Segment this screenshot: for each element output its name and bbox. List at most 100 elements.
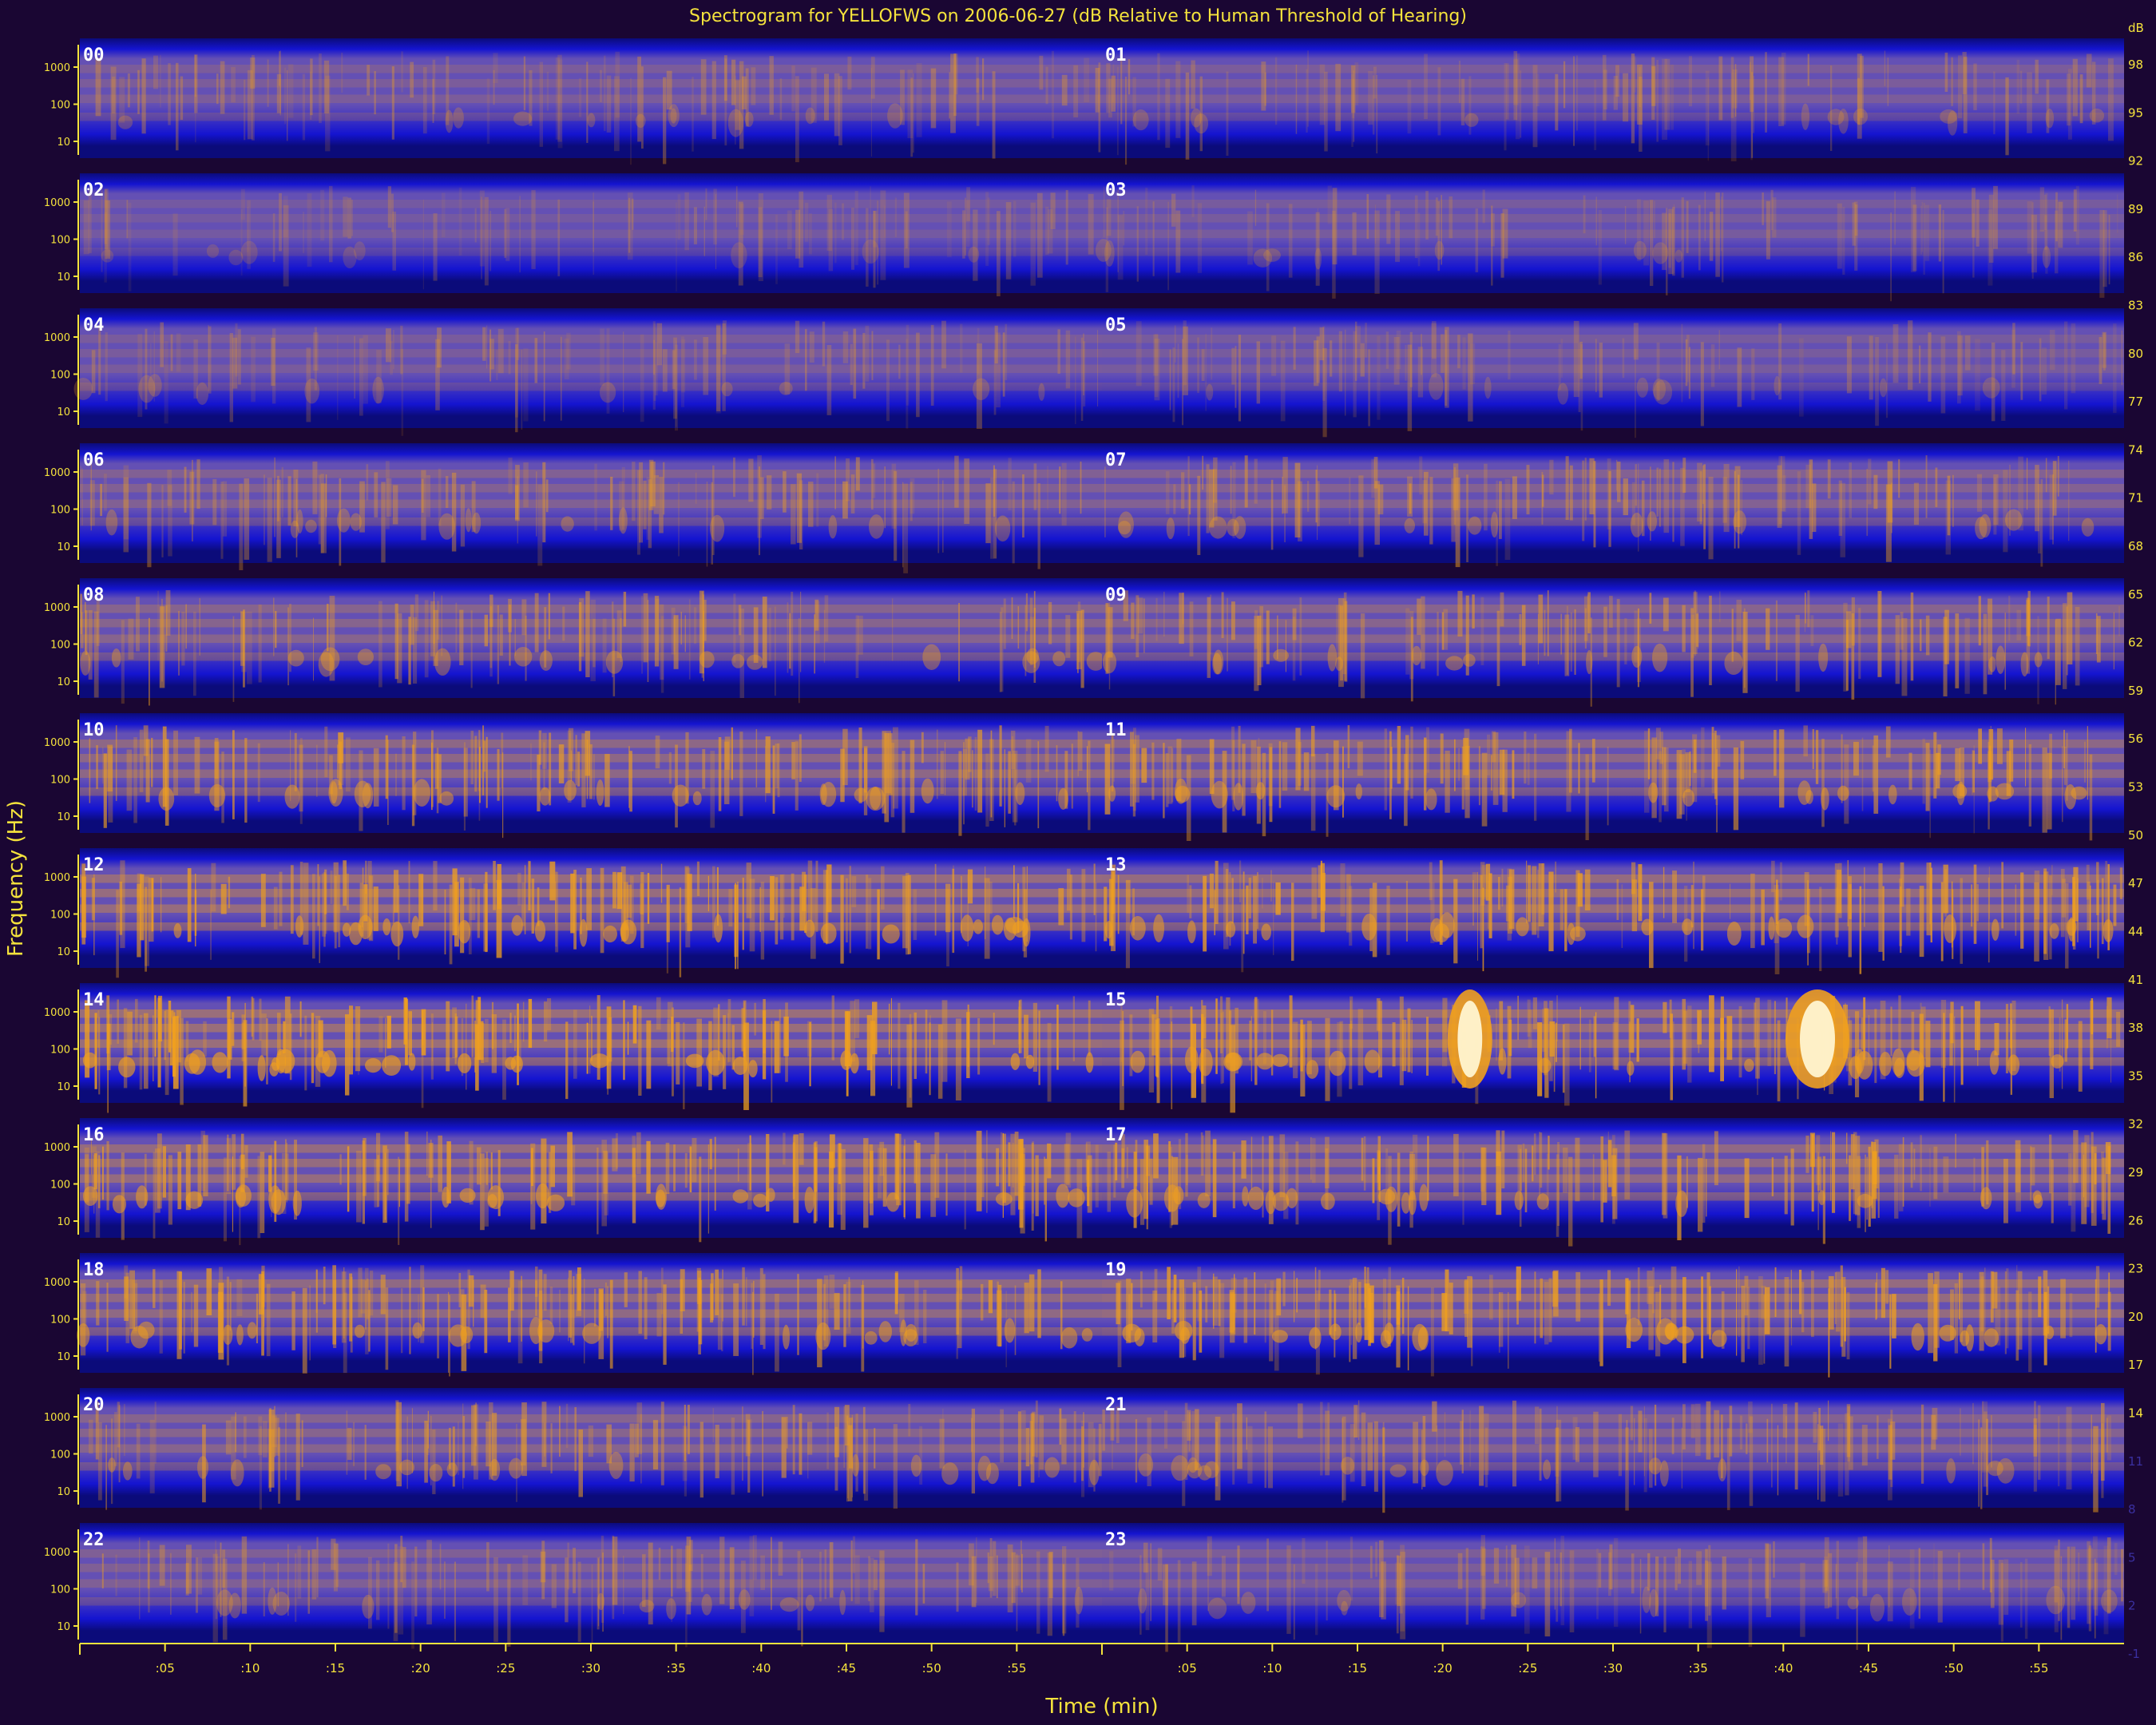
energy-streak bbox=[1310, 754, 1316, 831]
energy-streak bbox=[220, 482, 224, 559]
energy-streak bbox=[1024, 1283, 1029, 1334]
energy-blob bbox=[1805, 790, 1813, 804]
energy-stripe bbox=[1102, 113, 2124, 121]
energy-streak bbox=[324, 874, 327, 934]
y-tick-label: 100 bbox=[50, 1315, 70, 1326]
energy-streak bbox=[1173, 1275, 1177, 1322]
energy-streak bbox=[284, 67, 286, 125]
energy-streak bbox=[967, 869, 973, 904]
energy-streak bbox=[1061, 1418, 1067, 1465]
energy-streak bbox=[1730, 73, 1737, 161]
energy-streak bbox=[855, 457, 860, 491]
energy-stripe bbox=[80, 364, 1102, 373]
energy-streak bbox=[1030, 202, 1036, 286]
energy-streak bbox=[1842, 207, 1845, 275]
energy-streak bbox=[1327, 1402, 1330, 1459]
energy-streak bbox=[1952, 474, 1954, 527]
energy-streak bbox=[678, 482, 680, 557]
energy-streak bbox=[1609, 596, 1613, 628]
energy-streak bbox=[1435, 197, 1438, 236]
energy-streak bbox=[1811, 1134, 1814, 1212]
energy-streak bbox=[1892, 1294, 1896, 1338]
energy-streak bbox=[2004, 1271, 2007, 1354]
energy-streak bbox=[1991, 1415, 1992, 1468]
energy-streak bbox=[1210, 594, 1212, 655]
energy-blob bbox=[596, 779, 604, 806]
energy-streak bbox=[1343, 592, 1347, 681]
energy-streak bbox=[1569, 465, 1573, 521]
energy-streak bbox=[1022, 1148, 1025, 1186]
energy-streak bbox=[418, 874, 424, 926]
energy-streak bbox=[104, 212, 107, 283]
energy-streak bbox=[1212, 1139, 1217, 1218]
energy-streak bbox=[1538, 863, 1544, 926]
energy-streak bbox=[1618, 1414, 1622, 1477]
energy-streak bbox=[1113, 1144, 1116, 1198]
energy-stripe bbox=[1102, 1024, 2124, 1033]
energy-streak bbox=[1197, 475, 1201, 555]
energy-blob bbox=[2049, 923, 2059, 939]
energy-streak bbox=[1739, 1415, 1743, 1450]
energy-streak bbox=[680, 1269, 685, 1311]
energy-streak bbox=[1205, 1286, 1208, 1322]
energy-streak bbox=[261, 1013, 267, 1056]
energy-streak bbox=[1720, 1017, 1724, 1081]
energy-streak bbox=[2064, 1019, 2067, 1062]
energy-streak bbox=[541, 1402, 547, 1467]
energy-streak bbox=[1117, 189, 1119, 272]
energy-blob bbox=[1420, 1459, 1429, 1477]
energy-streak bbox=[1104, 466, 1106, 537]
energy-blob bbox=[1256, 1053, 1274, 1070]
energy-streak bbox=[386, 478, 392, 517]
energy-streak bbox=[593, 754, 595, 800]
energy-streak bbox=[2054, 1550, 2059, 1603]
energy-streak bbox=[1492, 731, 1496, 763]
energy-streak bbox=[1863, 997, 1866, 1061]
energy-blob bbox=[732, 1189, 749, 1204]
energy-streak bbox=[102, 747, 104, 784]
energy-streak bbox=[1098, 62, 1101, 153]
energy-streak bbox=[455, 602, 458, 653]
energy-streak bbox=[1080, 609, 1084, 688]
energy-streak bbox=[1617, 462, 1621, 502]
energy-streak bbox=[299, 862, 303, 935]
x-tick-label: :25 bbox=[1518, 1661, 1537, 1675]
energy-streak bbox=[438, 754, 442, 803]
energy-streak bbox=[541, 1138, 547, 1223]
energy-streak bbox=[180, 1017, 184, 1105]
energy-streak bbox=[1453, 463, 1459, 510]
energy-streak bbox=[1353, 1405, 1358, 1438]
energy-streak bbox=[1541, 863, 1545, 915]
energy-blob bbox=[1355, 783, 1363, 800]
energy-streak bbox=[783, 471, 787, 513]
energy-streak bbox=[1431, 323, 1437, 378]
energy-streak bbox=[1815, 730, 1819, 784]
energy-streak bbox=[1943, 864, 1948, 914]
energy-streak bbox=[544, 607, 547, 668]
energy-streak bbox=[1898, 995, 1901, 1049]
energy-streak bbox=[164, 341, 168, 424]
energy-streak bbox=[1472, 872, 1477, 912]
energy-streak bbox=[1761, 889, 1765, 946]
energy-blob bbox=[866, 787, 886, 811]
energy-streak bbox=[729, 1547, 735, 1609]
energy-streak bbox=[698, 1280, 703, 1345]
energy-streak bbox=[1850, 1134, 1855, 1190]
energy-streak bbox=[257, 743, 260, 803]
energy-blob bbox=[1010, 1053, 1021, 1071]
energy-streak bbox=[538, 1269, 543, 1351]
energy-streak bbox=[909, 1013, 912, 1098]
energy-streak bbox=[215, 1549, 218, 1620]
energy-streak bbox=[2015, 1140, 2021, 1193]
energy-streak bbox=[376, 350, 382, 403]
energy-blob bbox=[514, 647, 533, 667]
hour-panel-band bbox=[80, 38, 1102, 158]
energy-streak bbox=[2094, 1152, 2097, 1185]
energy-streak bbox=[2017, 1271, 2023, 1350]
energy-streak bbox=[713, 188, 717, 245]
energy-streak bbox=[574, 1407, 577, 1472]
energy-blob bbox=[1199, 1048, 1213, 1077]
energy-blob bbox=[138, 375, 156, 403]
energy-streak bbox=[320, 189, 325, 241]
energy-streak bbox=[2087, 881, 2091, 930]
